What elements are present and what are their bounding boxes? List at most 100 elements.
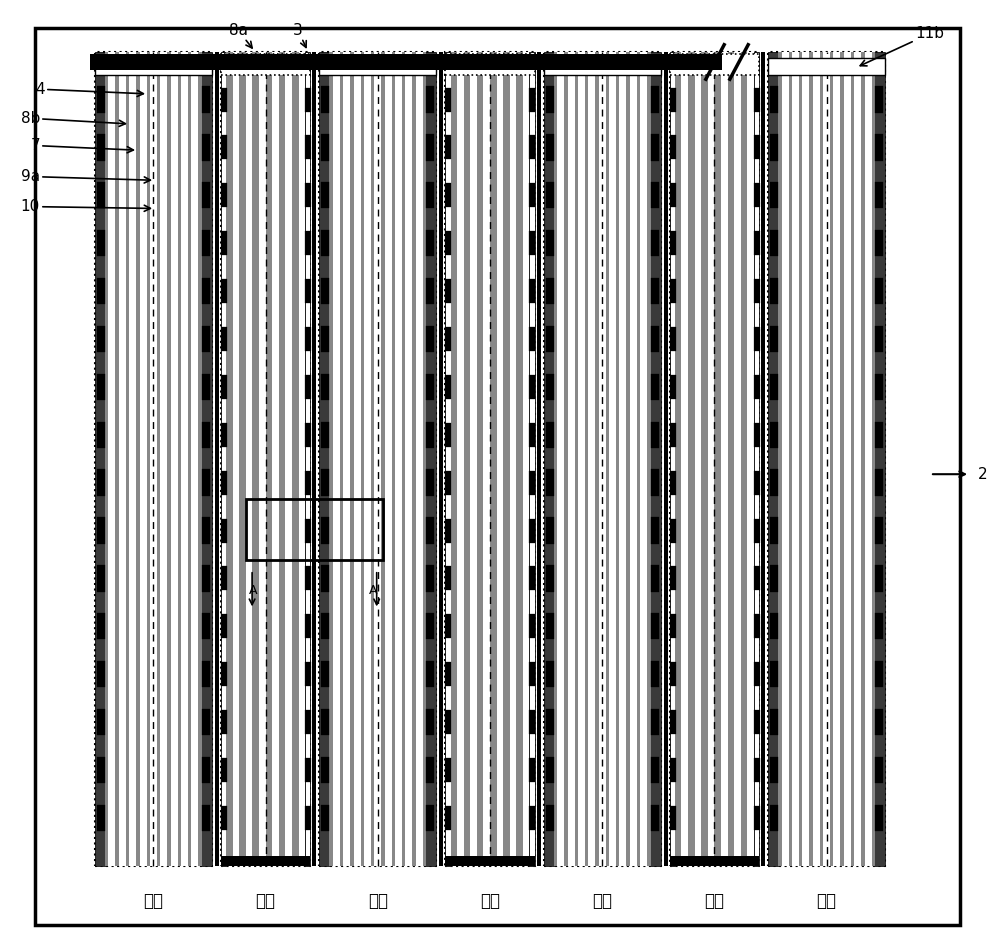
Bar <box>412 52 416 866</box>
Bar <box>202 278 210 304</box>
Bar <box>651 805 659 831</box>
Bar <box>331 52 424 866</box>
Bar <box>875 422 883 448</box>
Bar <box>649 52 661 866</box>
Bar <box>529 375 535 399</box>
Bar <box>497 52 503 866</box>
Bar <box>202 326 210 352</box>
Text: 11b: 11b <box>860 26 944 66</box>
Bar <box>445 856 535 866</box>
Bar <box>546 134 554 161</box>
Bar <box>820 52 823 866</box>
Bar <box>770 661 778 687</box>
Bar <box>708 52 714 866</box>
Bar <box>202 565 210 592</box>
Bar <box>670 375 676 399</box>
Bar <box>670 135 676 160</box>
Bar <box>221 806 227 830</box>
Bar <box>97 613 105 639</box>
Bar <box>97 709 105 735</box>
Bar <box>761 52 765 866</box>
Bar <box>246 500 383 561</box>
Bar <box>299 52 305 866</box>
Bar <box>202 661 210 687</box>
Bar <box>754 758 760 782</box>
Bar <box>754 614 760 639</box>
Bar <box>239 52 246 866</box>
Bar <box>321 613 329 639</box>
Bar <box>651 278 659 304</box>
Bar <box>875 517 883 544</box>
Bar <box>529 183 535 208</box>
Bar <box>670 470 676 495</box>
Bar <box>651 422 659 448</box>
Bar <box>770 470 778 496</box>
Bar <box>754 566 760 591</box>
Bar <box>445 806 451 830</box>
Bar <box>221 279 227 303</box>
Bar <box>670 518 676 543</box>
Bar <box>770 326 778 352</box>
Bar <box>670 710 676 734</box>
Bar <box>778 52 782 866</box>
Bar <box>305 614 311 639</box>
Bar <box>770 278 778 304</box>
Bar <box>97 278 105 304</box>
Bar <box>202 182 210 208</box>
Bar <box>651 565 659 592</box>
Bar <box>321 278 329 304</box>
Bar <box>221 231 227 255</box>
Bar <box>426 470 434 496</box>
Bar <box>97 86 105 113</box>
Bar <box>875 565 883 592</box>
Bar <box>451 52 457 866</box>
Bar <box>221 52 310 866</box>
Bar <box>651 326 659 352</box>
Bar <box>97 326 105 352</box>
Bar <box>651 134 659 161</box>
Text: 漏区: 漏区 <box>592 892 612 911</box>
Bar <box>305 135 311 160</box>
Bar <box>221 135 227 160</box>
Bar <box>426 757 434 783</box>
Bar <box>445 566 451 591</box>
Bar <box>147 52 150 866</box>
Bar <box>321 757 329 783</box>
Bar <box>426 805 434 831</box>
Bar <box>546 470 554 496</box>
Text: 漏区: 漏区 <box>368 892 388 911</box>
Bar <box>445 231 451 255</box>
Bar <box>202 517 210 544</box>
Bar <box>426 326 434 352</box>
Bar <box>305 518 311 543</box>
Bar <box>754 279 760 303</box>
Bar <box>321 374 329 400</box>
Bar <box>221 87 227 112</box>
Bar <box>754 470 760 495</box>
Bar <box>97 230 105 256</box>
Bar <box>564 52 568 866</box>
Bar <box>221 758 227 782</box>
Bar <box>321 422 329 448</box>
Bar <box>477 52 483 866</box>
Bar <box>305 279 311 303</box>
Bar <box>97 805 105 831</box>
Bar <box>221 54 310 75</box>
Bar <box>651 470 659 496</box>
Bar <box>97 517 105 544</box>
Bar <box>221 614 227 639</box>
Bar <box>445 423 451 447</box>
Bar <box>770 805 778 831</box>
Text: 8b: 8b <box>21 111 125 127</box>
Bar <box>651 661 659 687</box>
Bar <box>546 517 554 544</box>
Bar <box>651 517 659 544</box>
Bar <box>321 134 329 161</box>
Bar <box>246 52 252 866</box>
Bar <box>97 661 105 687</box>
Bar <box>305 423 311 447</box>
Bar <box>445 375 451 399</box>
Bar <box>681 52 688 866</box>
Bar <box>875 182 883 208</box>
Bar <box>115 52 119 866</box>
